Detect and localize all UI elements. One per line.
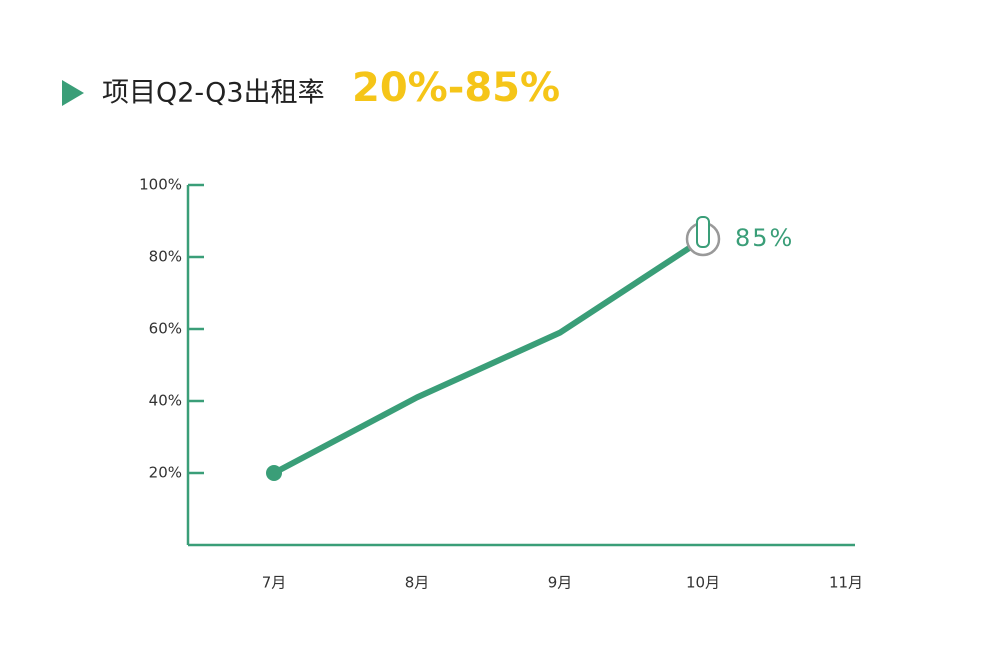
title-marker: [62, 80, 84, 106]
x-tick-label: 7月: [262, 574, 287, 592]
y-tick-label: 40%: [149, 392, 182, 410]
x-tick-label: 10月: [686, 574, 720, 592]
y-tick-label: 80%: [149, 248, 182, 266]
value-label: 85%: [735, 224, 794, 252]
y-tick-label: 20%: [149, 464, 182, 482]
title-highlight: 20%-85%: [352, 65, 560, 111]
point: [266, 465, 282, 481]
y-tick-label: 60%: [149, 320, 182, 338]
x-tick-label: 8月: [405, 574, 430, 592]
line: [272, 236, 705, 476]
chart-title: 项目Q2-Q3出租率: [102, 78, 325, 109]
end-icon: [696, 216, 710, 248]
x-tick-label: 9月: [548, 574, 573, 592]
x-tick-label: 11月: [829, 574, 863, 592]
y-tick-label: 100%: [139, 176, 182, 194]
